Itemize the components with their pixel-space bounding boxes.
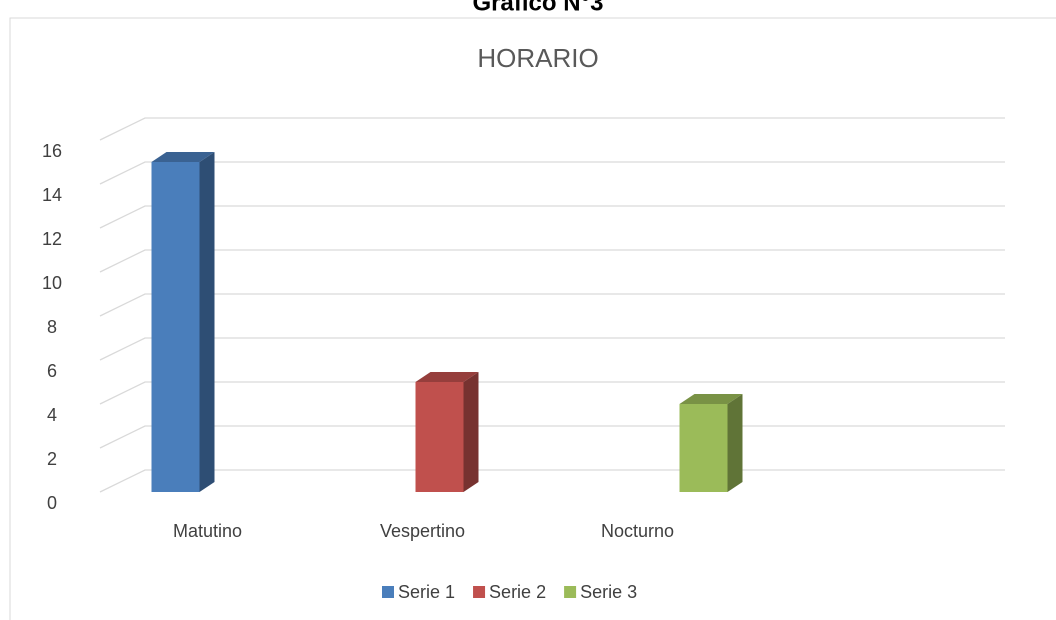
x-tick-label: Nocturno	[601, 521, 674, 541]
legend-label: Serie 1	[398, 582, 455, 602]
grid-line	[99, 425, 1005, 449]
bar-face	[727, 394, 743, 492]
bar-face	[415, 372, 479, 382]
y-tick-label: 14	[42, 185, 62, 205]
y-tick-label: 2	[47, 449, 57, 469]
grid-line	[99, 293, 1005, 317]
chart-title: HORARIO	[477, 43, 598, 73]
bar-face	[199, 152, 215, 492]
bar-face	[151, 162, 200, 492]
legend-label: Serie 2	[489, 582, 546, 602]
bar	[415, 372, 479, 492]
bar-face	[679, 394, 743, 404]
y-tick-label: 10	[42, 273, 62, 293]
grid-line	[99, 249, 1005, 273]
bar	[151, 152, 215, 492]
legend-swatch	[473, 586, 486, 598]
y-tick-label: 4	[47, 405, 57, 425]
bar-face	[151, 152, 215, 162]
grid-line	[99, 205, 1005, 229]
grid-line	[99, 381, 1005, 405]
y-tick-label: 0	[47, 493, 57, 513]
grid-line	[99, 161, 1005, 185]
grid-line	[99, 337, 1005, 361]
bar-face	[463, 372, 479, 492]
grid-line	[99, 469, 1005, 493]
y-tick-label: 12	[42, 229, 62, 249]
bar-face	[415, 382, 464, 492]
x-tick-label: Vespertino	[380, 521, 465, 541]
grid-line	[99, 117, 1005, 141]
bar	[679, 394, 743, 492]
legend-swatch	[564, 586, 577, 598]
legend-swatch	[382, 586, 394, 598]
y-tick-label: 6	[47, 361, 57, 381]
bar-face	[679, 404, 728, 492]
page-title: Gráfico N°3	[473, 0, 604, 16]
y-tick-label: 8	[47, 317, 57, 337]
chart-border	[9, 17, 1056, 620]
y-tick-label: 16	[42, 141, 62, 161]
legend-label: Serie 3	[580, 582, 637, 602]
x-tick-label: Matutino	[173, 521, 242, 541]
